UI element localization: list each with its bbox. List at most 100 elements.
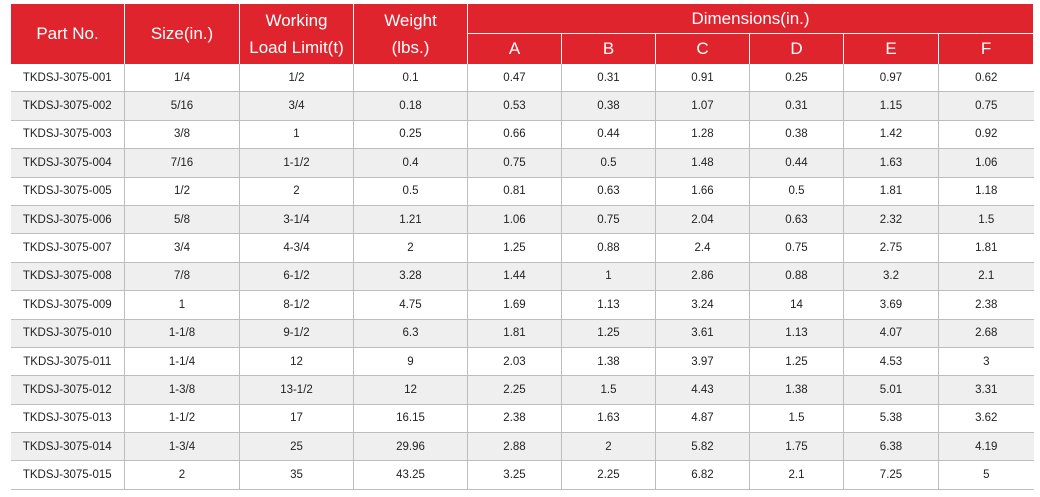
dim-d-cell: 0.44: [749, 148, 844, 178]
part-no-cell: TKDSJ-3075-008: [10, 262, 125, 292]
dim-d-cell: 14: [749, 290, 844, 320]
dim-a-cell: 0.75: [467, 148, 562, 178]
table-row: TKDSJ-3075-011 1-1/4 12 9 2.03 1.38 3.97 1.25 4.…: [10, 347, 1034, 377]
dim-a-cell: 0.53: [467, 91, 562, 121]
size-cell: 7/16: [124, 148, 240, 178]
weight-cell: 43.25: [353, 460, 468, 490]
dim-d-cell: 1.38: [749, 375, 844, 405]
working-load-limit-cell: 1/2: [239, 64, 354, 93]
dim-e-cell: 4.07: [843, 319, 939, 348]
dim-c-cell: 1.07: [655, 91, 750, 121]
dim-d-cell: 2.1: [749, 460, 844, 490]
working-load-limit-cell: 3/4: [239, 91, 354, 121]
size-cell: 1: [124, 290, 240, 320]
part-no-cell: TKDSJ-3075-002: [10, 91, 125, 121]
dim-a-cell: 1.69: [467, 290, 562, 320]
dim-b-cell: 0.44: [561, 120, 656, 150]
dim-c-cell: 2.4: [655, 233, 750, 263]
working-load-limit-cell: 4-3/4: [239, 233, 354, 263]
header-working-load-limit: Working Load Limit(t): [239, 4, 354, 64]
weight-cell: 0.18: [353, 91, 468, 121]
dim-d-cell: 1.13: [749, 319, 844, 348]
table-row: TKDSJ-3075-002 5/16 3/4 0.18 0.53 0.38 1.07 0.3…: [10, 91, 1034, 121]
dim-b-cell: 1.5: [561, 375, 656, 405]
table-row: TKDSJ-3075-005 1/2 2 0.5 0.81 0.63 1.66 0.5 1.81…: [10, 177, 1034, 206]
dim-c-cell: 3.24: [655, 290, 750, 320]
dim-b-cell: 0.75: [561, 205, 656, 235]
table-header: Part No. Size(in.) Working Load Limit(t)…: [10, 4, 1035, 64]
header-dim-c: C: [655, 33, 750, 64]
dim-e-cell: 1.15: [843, 91, 939, 121]
dim-c-cell: 2.86: [655, 262, 750, 292]
working-load-limit-cell: 35: [239, 460, 354, 490]
dim-b-cell: 0.38: [561, 91, 656, 121]
working-load-limit-cell: 8-1/2: [239, 290, 354, 320]
dim-d-cell: 0.88: [749, 262, 844, 292]
weight-cell: 16.15: [353, 404, 468, 434]
header-wll-line2: Load Limit(t): [249, 38, 344, 57]
weight-cell: 2: [353, 233, 468, 263]
table-row: TKDSJ-3075-007 3/4 4-3/4 2 1.25 0.88 2.4 0.75 2.…: [10, 233, 1034, 263]
size-cell: 1-1/8: [124, 319, 240, 348]
dim-a-cell: 1.25: [467, 233, 562, 263]
part-no-cell: TKDSJ-3075-010: [10, 319, 125, 348]
dim-f-cell: 2.1: [937, 262, 1034, 292]
dim-d-cell: 0.75: [749, 233, 844, 263]
dim-c-cell: 1.48: [655, 148, 750, 178]
size-cell: 1/4: [124, 64, 240, 93]
header-dim-a: A: [467, 33, 562, 64]
weight-cell: 29.96: [353, 432, 468, 462]
table-row: TKDSJ-3075-012 1-3/8 13-1/2 12 2.25 1.5 4.43 1.…: [10, 375, 1034, 405]
dim-a-cell: 0.81: [467, 177, 562, 206]
dim-f-cell: 3.31: [937, 375, 1034, 405]
dim-e-cell: 4.53: [843, 347, 939, 377]
header-size: Size(in.): [124, 4, 240, 64]
dim-b-cell: 0.88: [561, 233, 656, 263]
dim-d-cell: 0.31: [749, 91, 844, 121]
header-dim-b: B: [561, 33, 656, 64]
table-row: TKDSJ-3075-014 1-3/4 25 29.96 2.88 2 5.82 1.75 6…: [10, 432, 1034, 462]
dim-a-cell: 2.03: [467, 347, 562, 377]
working-load-limit-cell: 2: [239, 177, 354, 206]
size-cell: 3/8: [124, 120, 240, 150]
dim-e-cell: 0.97: [843, 64, 939, 93]
dim-a-cell: 1.44: [467, 262, 562, 292]
part-no-cell: TKDSJ-3075-011: [10, 347, 125, 377]
dim-f-cell: 0.92: [937, 120, 1034, 150]
dim-f-cell: 0.62: [937, 64, 1034, 93]
weight-cell: 0.1: [353, 64, 468, 93]
working-load-limit-cell: 9-1/2: [239, 319, 354, 348]
dim-e-cell: 1.63: [843, 148, 939, 178]
size-cell: 1-3/4: [124, 432, 240, 462]
size-cell: 5/16: [124, 91, 240, 121]
size-cell: 1-1/2: [124, 404, 240, 434]
dim-e-cell: 5.01: [843, 375, 939, 405]
header-dimensions: Dimensions(in.): [466, 4, 1035, 34]
dim-e-cell: 5.38: [843, 404, 939, 434]
dim-e-cell: 3.2: [843, 262, 939, 292]
dim-d-cell: 0.38: [749, 120, 844, 150]
part-no-cell: TKDSJ-3075-003: [10, 120, 125, 150]
dim-a-cell: 3.25: [467, 460, 562, 490]
working-load-limit-cell: 17: [239, 404, 354, 434]
part-no-cell: TKDSJ-3075-009: [10, 290, 125, 320]
header-part-no: Part No.: [10, 4, 125, 64]
table-body: TKDSJ-3075-001 1/4 1/2 0.1 0.47 0.31 0.91 0.25 0…: [10, 64, 1034, 490]
working-load-limit-cell: 25: [239, 432, 354, 462]
part-no-cell: TKDSJ-3075-015: [10, 460, 125, 490]
dim-d-cell: 0.25: [749, 64, 844, 93]
part-no-cell: TKDSJ-3075-005: [10, 177, 125, 206]
header-weight-line1: Weight: [384, 11, 437, 30]
header-dim-d: D: [749, 33, 844, 64]
header-dim-e: E: [843, 33, 939, 64]
dim-a-cell: 2.38: [467, 404, 562, 434]
working-load-limit-cell: 1-1/2: [239, 148, 354, 178]
dim-e-cell: 1.42: [843, 120, 939, 150]
dim-a-cell: 0.66: [467, 120, 562, 150]
header-weight: Weight (lbs.): [353, 4, 468, 64]
size-cell: 1/2: [124, 177, 240, 206]
dim-c-cell: 2.04: [655, 205, 750, 235]
part-no-cell: TKDSJ-3075-007: [10, 233, 125, 263]
weight-cell: 1.21: [353, 205, 468, 235]
dim-c-cell: 6.82: [655, 460, 750, 490]
